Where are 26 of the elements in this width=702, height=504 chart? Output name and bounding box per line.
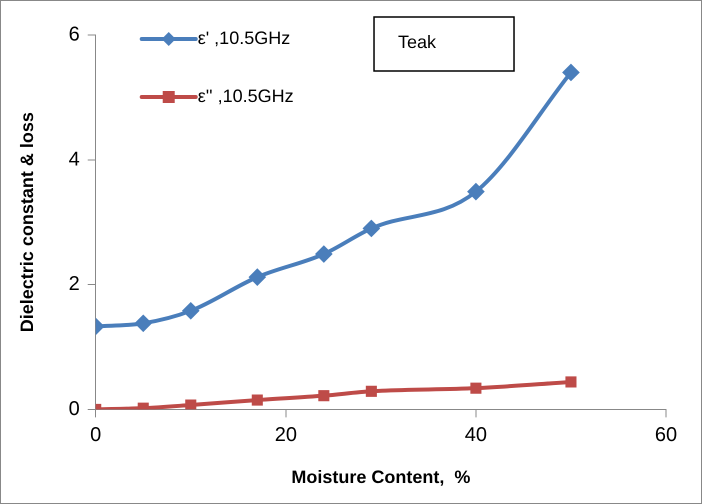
point bbox=[318, 390, 330, 402]
y-tick-label: 6 bbox=[68, 24, 80, 46]
y-tick-label: 0 bbox=[68, 398, 80, 420]
point bbox=[363, 220, 380, 236]
point bbox=[185, 399, 196, 410]
point bbox=[565, 376, 576, 388]
x-tick-label: 0 bbox=[90, 424, 102, 446]
point bbox=[468, 184, 484, 200]
point bbox=[470, 382, 482, 394]
x-tick-label: 20 bbox=[274, 424, 297, 446]
point bbox=[135, 315, 152, 332]
x-axis-title: Moisture Content, % bbox=[291, 467, 470, 488]
y-axis-title: Dielectric constant & loss bbox=[16, 112, 37, 332]
y-tick-label: 4 bbox=[68, 148, 80, 170]
point bbox=[562, 64, 579, 80]
y-tick-label: 2 bbox=[68, 273, 80, 296]
point bbox=[366, 386, 377, 397]
point bbox=[316, 246, 332, 262]
point bbox=[182, 302, 199, 319]
point bbox=[249, 269, 266, 286]
legend-label: ε' ,10.5GHz bbox=[198, 28, 290, 48]
x-tick-label: 40 bbox=[464, 424, 488, 446]
legend-label: ε'' ,10.5GHz bbox=[198, 86, 294, 106]
point bbox=[252, 394, 263, 406]
annotation: Teak bbox=[398, 32, 438, 52]
x-tick-label: 60 bbox=[654, 424, 678, 446]
